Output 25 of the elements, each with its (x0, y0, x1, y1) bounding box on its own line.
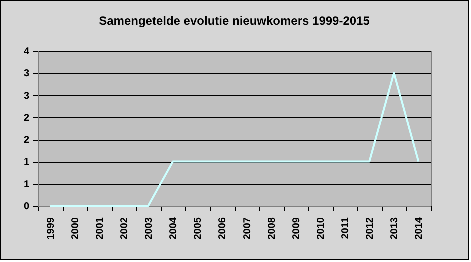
y-tick-label: 3 (24, 90, 30, 102)
x-tick-label: 2005 (193, 217, 204, 240)
x-tick-label: 2004 (168, 217, 180, 240)
x-tick-label: 1999 (46, 217, 57, 240)
y-tick-label: 1 (24, 157, 30, 168)
x-tick-label: 2003 (144, 217, 156, 240)
y-tick-label: 2 (24, 135, 30, 146)
x-tick-label: 2001 (94, 217, 106, 240)
x-tick-label: 2008 (266, 217, 278, 240)
x-tick-label: 2000 (70, 217, 82, 240)
x-tick-label: 2009 (291, 217, 302, 240)
x-tick-label: 2010 (316, 217, 327, 240)
x-tick-label: 2002 (119, 217, 130, 240)
x-tick-label: 2014 (414, 217, 426, 240)
chart-title: Samengetelde evolutie nieuwkomers 1999-2015 (99, 14, 370, 28)
y-tick-label: 1 (24, 179, 30, 190)
x-tick-label: 2012 (365, 217, 376, 240)
x-tick-label: 2006 (218, 217, 229, 240)
x-tick-label: 2013 (390, 217, 401, 240)
x-tick-label: 2007 (242, 217, 254, 240)
y-tick-label: 3 (24, 68, 30, 80)
y-tick-label: 0 (24, 202, 30, 212)
y-tick-label: 2 (24, 112, 30, 124)
y-tick-label: 4 (24, 46, 30, 58)
x-tick-label: 2011 (340, 217, 352, 240)
